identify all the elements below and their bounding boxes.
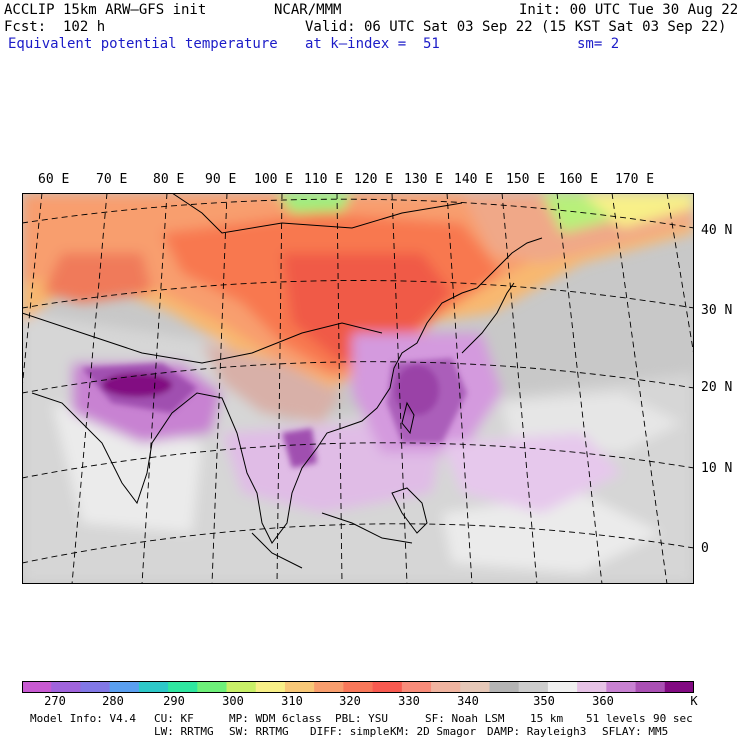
colorbar-tick-label: 300 [222, 694, 244, 708]
colorbar-swatch [109, 681, 140, 693]
footer-sw: SW: RRTMG [229, 725, 289, 738]
footer-pbl: PBL: YSU [335, 712, 388, 725]
footer-lw: LW: RRTMG [154, 725, 214, 738]
colorbar-swatch [518, 681, 549, 693]
forecast-hour: Fcst: 102 h [4, 19, 106, 35]
colorbar-swatch [197, 681, 228, 693]
colorbar-swatch [606, 681, 637, 693]
colorbar-tick-label: 340 [457, 694, 479, 708]
colorbar-swatch [80, 681, 111, 693]
lon-label: 60 E [38, 172, 70, 187]
colorbar-tick-label: 360 [592, 694, 614, 708]
footer-km: KM: 2D Smagor [390, 725, 477, 738]
colorbar-swatch [635, 681, 666, 693]
colorbar-swatch [431, 681, 461, 693]
colorbar-swatch [51, 681, 81, 693]
colorbar-swatch [284, 681, 315, 693]
lat-label: 10 N [701, 461, 733, 476]
lon-label: 80 E [153, 172, 185, 187]
colorbar-swatch [372, 681, 403, 693]
lat-label: 0 [701, 541, 709, 556]
org-label: NCAR/MMM [274, 2, 342, 18]
valid-time: Valid: 06 UTC Sat 03 Sep 22 (15 KST Sat … [305, 19, 727, 35]
colorbar-unit: K [690, 694, 698, 708]
lon-label: 130 E [404, 172, 444, 187]
colorbar-swatch [255, 681, 286, 693]
colorbar-tick-label: 350 [533, 694, 555, 708]
colorbar-tick-label: 310 [281, 694, 303, 708]
colorbar-swatch [577, 681, 607, 693]
field-name: Equivalent potential temperature [8, 36, 278, 52]
colorbar-swatch [664, 681, 694, 693]
footer-resolution: 15 km [530, 712, 564, 725]
colorbar-swatch [314, 681, 344, 693]
smoothing-label: sm= 2 [577, 36, 620, 52]
level-label: at k–index = 51 [305, 36, 440, 52]
map-frame [22, 193, 694, 584]
lon-label: 90 E [205, 172, 237, 187]
init-time: Init: 00 UTC Tue 30 Aug 22 [519, 2, 739, 18]
graticule [22, 193, 694, 584]
lat-label: 20 N [701, 380, 733, 395]
colorbar-tick-label: 280 [102, 694, 124, 708]
colorbar-swatch [401, 681, 432, 693]
lon-label: 120 E [354, 172, 394, 187]
colorbar-swatch [226, 681, 257, 693]
field-core-shading [82, 358, 467, 468]
lon-label: 150 E [506, 172, 546, 187]
footer-cu: CU: KF [154, 712, 194, 725]
footer-sflay: SFLAY: MM5 [602, 725, 669, 738]
lon-label: 170 E [615, 172, 655, 187]
footer-levels: 51 levels [586, 712, 646, 725]
colorbar-tick-label: 330 [398, 694, 420, 708]
theta-e-map [22, 193, 694, 584]
coastlines [22, 193, 543, 569]
colorbar-tick-label: 320 [339, 694, 361, 708]
footer-diff: DIFF: simple [310, 725, 390, 738]
lon-label: 70 E [96, 172, 128, 187]
colorbar-swatch [489, 681, 520, 693]
footer-sf: SF: Noah LSM [425, 712, 505, 725]
colorbar-swatch [168, 681, 198, 693]
lon-label: 160 E [559, 172, 599, 187]
model-title: ACCLIP 15km ARW–GFS init [4, 2, 207, 18]
lon-label: 100 E [254, 172, 294, 187]
colorbar-swatch [460, 681, 490, 693]
footer-damp: DAMP: Rayleigh3 [487, 725, 587, 738]
colorbar-swatch [138, 681, 169, 693]
footer-model-info: Model Info: V4.4 [30, 712, 136, 725]
footer-timestep: 90 sec [653, 712, 693, 725]
lat-label: 40 N [701, 223, 733, 238]
colorbar-tick-label: 270 [44, 694, 66, 708]
footer-mp: MP: WDM 6class [229, 712, 322, 725]
colorbar-swatch [343, 681, 374, 693]
colorbar [22, 681, 694, 693]
lon-label: 110 E [304, 172, 344, 187]
lon-label: 140 E [454, 172, 494, 187]
lat-label: 30 N [701, 303, 733, 318]
colorbar-frame [22, 681, 694, 693]
colorbar-swatch [22, 681, 52, 693]
colorbar-tick-label: 290 [163, 694, 185, 708]
colorbar-swatch [547, 681, 578, 693]
